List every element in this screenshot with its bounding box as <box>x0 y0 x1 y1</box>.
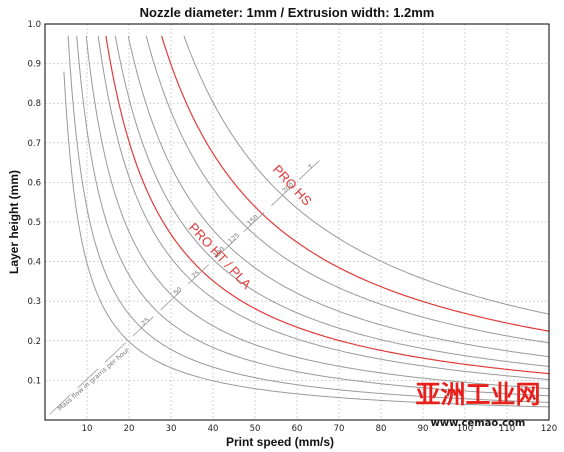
flow-curve-label: 150 <box>245 213 260 227</box>
flow-curve <box>145 35 549 344</box>
flow-curve <box>63 71 549 408</box>
x-tick-label: 20 <box>124 424 135 434</box>
watermark-text: 亚洲工业网 <box>415 380 540 409</box>
flow-curve-label: 50 <box>172 285 183 296</box>
x-ticks: 10 20 30 40 50 60 70 80 90 100 110 120 <box>82 424 558 434</box>
flow-curve-label: 125 <box>227 231 242 245</box>
y-tick-label: 0.2 <box>27 337 41 347</box>
flow-axis-guide <box>49 159 321 415</box>
x-tick-label: 40 <box>208 424 219 434</box>
flow-curve-label: 25 <box>140 316 151 327</box>
watermark-url: www.cemao.com <box>431 418 526 429</box>
y-tick-label: 0.3 <box>27 297 41 307</box>
x-tick-label: 80 <box>376 424 387 434</box>
flow-curve <box>85 35 549 390</box>
y-tick-label: 0.7 <box>27 139 41 149</box>
x-tick-label: 50 <box>250 424 261 434</box>
x-tick-label: 30 <box>166 424 177 434</box>
band-label-pro-ht-pla: PRO HT / PLA <box>186 220 255 292</box>
flow-curve-label: 75 <box>190 269 201 280</box>
grid <box>45 24 549 420</box>
material-limit-curve <box>161 35 549 332</box>
flow-curve <box>183 35 549 315</box>
flow-curve <box>76 35 549 397</box>
y-tick-label: 0.6 <box>27 178 41 188</box>
watermark: 亚洲工业网 www.cemao.com <box>415 380 540 429</box>
flow-curves <box>63 35 549 408</box>
y-tick-label: 0.9 <box>27 60 41 70</box>
flow-curve <box>67 35 549 403</box>
x-tick-label: 120 <box>541 424 557 434</box>
y-axis-label: Layer height (mm) <box>7 170 21 274</box>
x-tick-label: 110 <box>499 424 515 434</box>
y-ticks: 0.1 0.2 0.3 0.4 0.5 0.6 0.7 0.8 0.9 1.0 <box>27 20 41 386</box>
x-tick-label: 10 <box>82 424 93 434</box>
y-tick-label: 0.8 <box>27 99 41 109</box>
plot-frame <box>44 23 550 421</box>
chart-title: Nozzle diameter: 1mm / Extrusion width: … <box>140 5 435 20</box>
x-tick-label: 90 <box>418 424 429 434</box>
material-limit-curve <box>105 35 549 375</box>
y-tick-label: 0.4 <box>27 258 41 268</box>
flow-unit-annotation: Mass flow in grams per hour <box>56 346 131 413</box>
flow-curve <box>114 35 549 367</box>
x-tick-label: 60 <box>292 424 303 434</box>
flow-arrow: ↑ <box>306 162 315 172</box>
x-tick-label: 70 <box>334 424 345 434</box>
y-tick-label: 0.1 <box>27 376 41 386</box>
x-tick-label: 100 <box>457 424 473 434</box>
flow-curve <box>97 35 549 380</box>
y-tick-label: 0.5 <box>27 218 41 228</box>
y-tick-label: 1.0 <box>27 20 41 30</box>
x-axis-label: Print speed (mm/s) <box>226 435 334 449</box>
flow-curve <box>127 35 549 358</box>
